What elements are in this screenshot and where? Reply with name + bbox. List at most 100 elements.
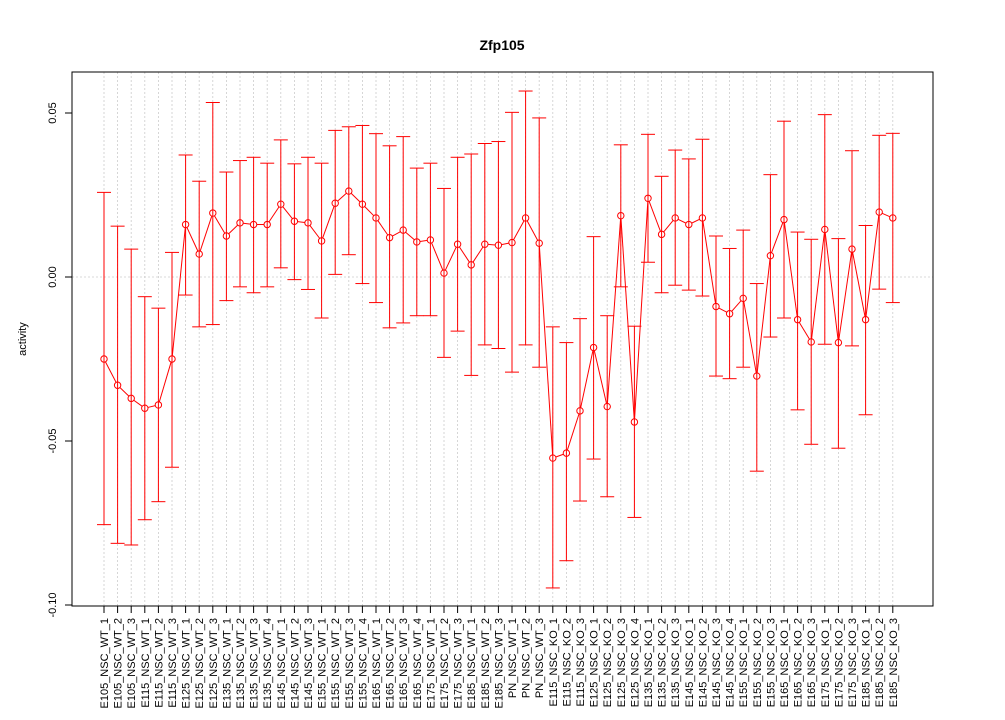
series-segment — [702, 221, 717, 304]
series-segment — [322, 206, 335, 239]
series-segment — [798, 322, 810, 340]
data-point — [195, 250, 203, 258]
data-point — [494, 241, 503, 249]
x-tick-label: E175_NSC_KO_3 — [847, 618, 859, 707]
data-point — [603, 402, 611, 411]
x-tick-label: E145_NSC_WT_2 — [289, 618, 301, 709]
x-tick-label: E165_NSC_KO_3 — [806, 618, 818, 707]
x-tick-label: E145_NSC_WT_1 — [276, 618, 288, 709]
data-point — [263, 220, 271, 229]
series-segment — [214, 215, 226, 234]
series-segment — [186, 227, 199, 252]
data-point — [236, 219, 244, 227]
data-point — [657, 230, 666, 239]
series-segment — [663, 220, 674, 233]
x-tick-label: E155_NSC_KO_3 — [765, 618, 777, 707]
data-point — [644, 194, 652, 202]
data-point — [589, 343, 598, 352]
series-segment — [350, 192, 361, 203]
data-point — [317, 237, 326, 245]
x-tick-label: E185_NSC_WT_3 — [493, 618, 505, 709]
data-point — [807, 338, 815, 346]
x-tick-label: E125_NSC_WT_1 — [181, 618, 193, 709]
x-tick-label: E145_NSC_KO_3 — [711, 618, 723, 707]
data-point — [331, 199, 339, 207]
y-tick-label: 0.00 — [47, 266, 59, 287]
data-point — [113, 381, 122, 389]
series-segment — [472, 246, 484, 263]
x-tick-label: E125_NSC_WT_3 — [208, 618, 220, 709]
x-tick-label: E115_NSC_WT_1 — [140, 618, 152, 708]
series-segment — [566, 413, 580, 451]
plot-frame — [71, 71, 934, 607]
x-tick-label: E155_NSC_WT_4 — [357, 618, 369, 709]
x-tick-label: E165_NSC_WT_4 — [412, 618, 424, 709]
series-segment — [731, 300, 742, 312]
series-segment — [105, 361, 117, 383]
series-segment — [718, 307, 728, 313]
series-segment — [282, 206, 293, 220]
x-tick-label: E105_NSC_WT_1 — [99, 618, 111, 709]
x-tick-label: E175_NSC_WT_1 — [425, 618, 437, 709]
x-tick-label: E175_NSC_WT_2 — [439, 618, 451, 709]
data-point — [617, 211, 625, 220]
data-point — [753, 372, 761, 380]
x-tick-label: E145_NSC_KO_4 — [725, 618, 737, 707]
x-tick-label: E165_NSC_KO_1 — [779, 618, 791, 707]
data-point — [413, 238, 421, 246]
data-point — [440, 269, 448, 277]
series-segment — [199, 215, 213, 252]
data-point — [304, 219, 312, 227]
series-segment — [243, 222, 251, 225]
data-point — [453, 240, 462, 248]
x-tick-label: E135_NSC_KO_3 — [670, 618, 682, 707]
series-segment — [852, 252, 866, 317]
y-tick-label: -0.05 — [47, 428, 59, 453]
y-axis-label: activity — [17, 322, 29, 356]
series-segment — [677, 218, 687, 224]
data-point — [100, 355, 108, 363]
series-segment — [771, 222, 784, 253]
error-bars — [97, 90, 900, 589]
x-tick-label: E155_NSC_KO_1 — [738, 618, 750, 707]
series-segment — [580, 350, 594, 408]
data-point — [725, 310, 734, 318]
series-segment — [487, 243, 496, 246]
y-axis: -0.10 -0.05 0.00 0.05 — [47, 102, 73, 618]
series-segment — [526, 220, 539, 241]
data-point — [127, 394, 135, 403]
chart-title: Zfp105 — [479, 37, 524, 53]
x-tick-label: E135_NSC_WT_4 — [262, 618, 274, 709]
data-point — [209, 209, 217, 217]
x-tick-label: E175_NSC_WT_3 — [453, 618, 465, 709]
data-point — [848, 245, 856, 253]
x-tick-label: E135_NSC_KO_2 — [657, 618, 669, 707]
data-point — [834, 338, 843, 347]
data-point — [141, 404, 149, 412]
data-point — [793, 315, 802, 324]
x-tick-label: E155_NSC_WT_2 — [330, 618, 342, 709]
series-segment — [268, 206, 280, 223]
data-point — [562, 449, 571, 457]
data-point — [154, 401, 163, 409]
data-point — [821, 225, 829, 234]
data-point — [576, 407, 584, 415]
series-segment — [171, 227, 186, 356]
data-point — [249, 220, 258, 229]
x-tick-label: E145_NSC_WT_3 — [303, 618, 315, 709]
x-tick-label: E135_NSC_WT_3 — [249, 618, 261, 709]
x-tick-label: E115_NSC_WT_2 — [153, 618, 165, 708]
series-segment — [783, 222, 798, 317]
data-point — [426, 236, 435, 244]
series-segment — [811, 232, 825, 339]
series-segment — [593, 350, 607, 404]
series-segment — [865, 215, 880, 317]
x-tick-label: E175_NSC_KO_2 — [833, 618, 845, 707]
series-segment — [364, 206, 375, 217]
x-tick-label: E125_NSC_WT_2 — [194, 618, 206, 709]
data-point — [467, 261, 475, 269]
x-tick-label: E125_NSC_KO_3 — [616, 618, 628, 707]
series-segment — [337, 192, 347, 202]
series-segment — [228, 224, 239, 235]
x-tick-label: PN_NSC_WT_3 — [534, 618, 546, 698]
